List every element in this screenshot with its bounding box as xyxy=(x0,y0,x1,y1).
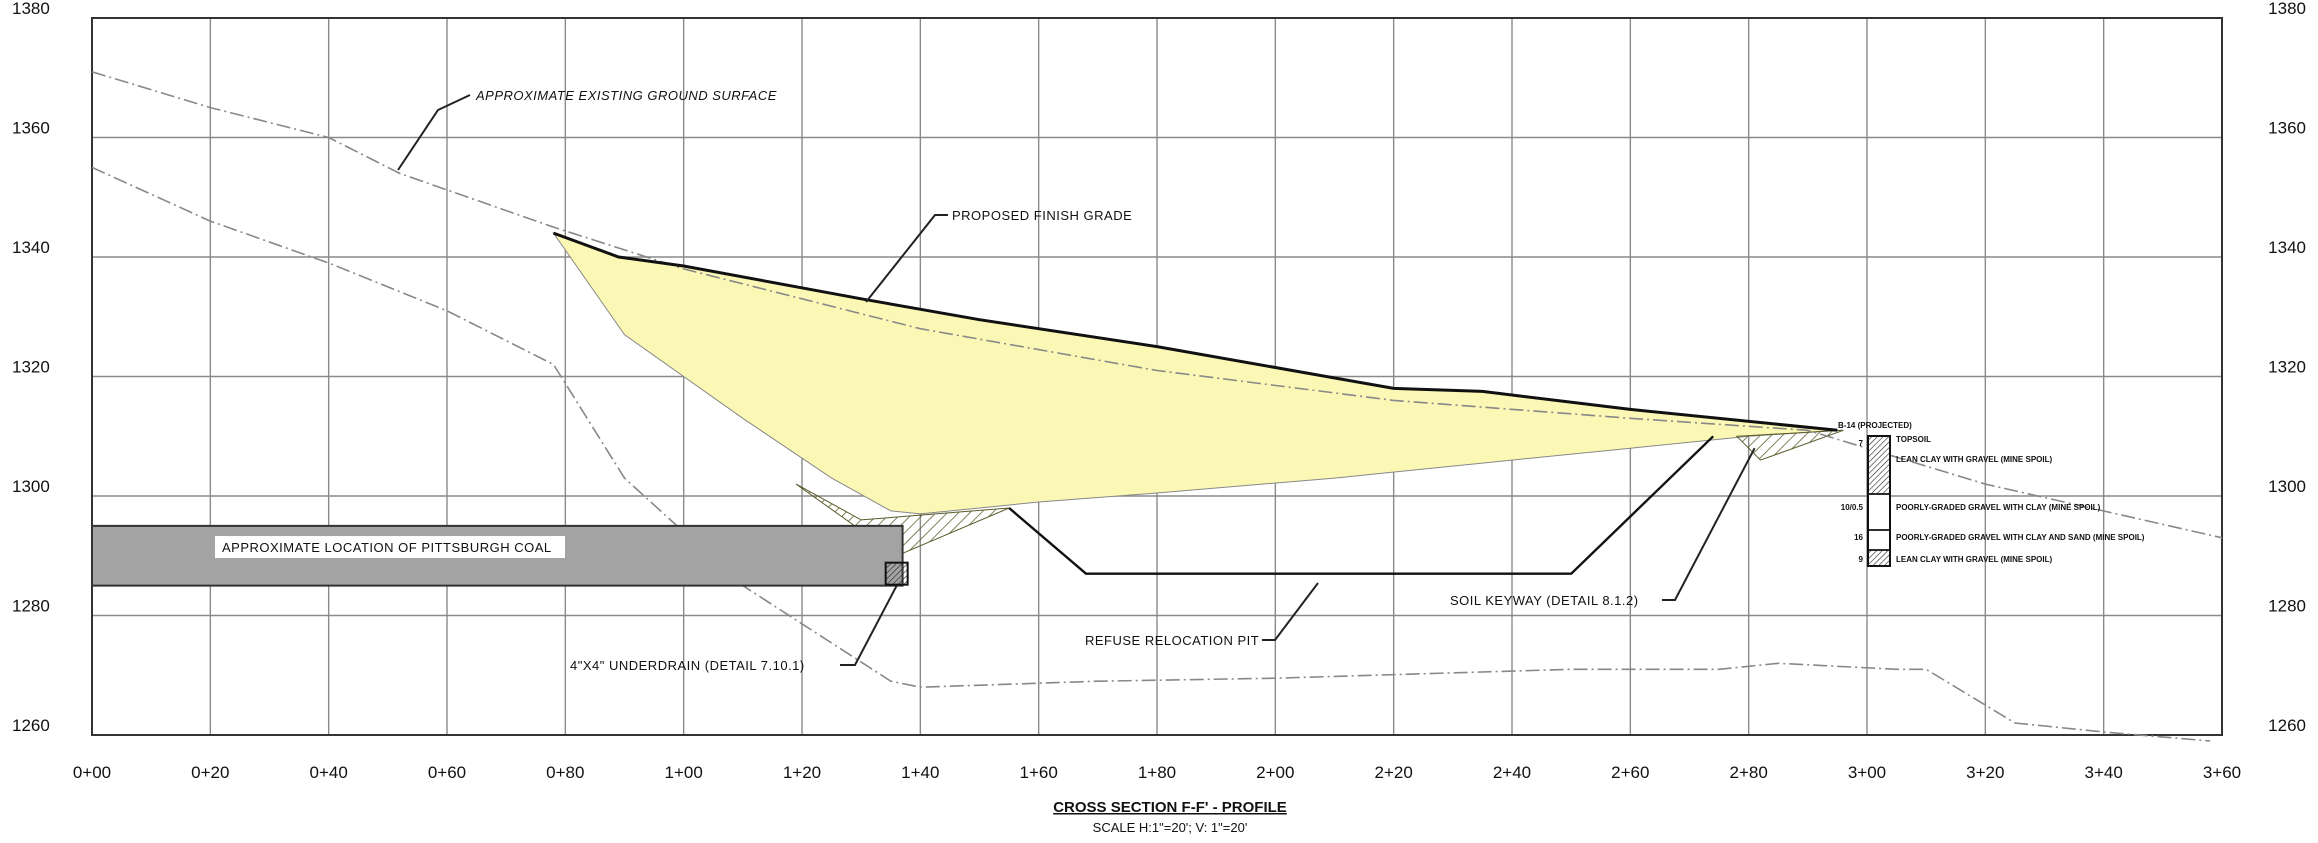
x-tick-label: 0+40 xyxy=(310,763,348,782)
axis-ticks: 0+00 0+20 0+40 0+60 0+80 1+00 1+20 1+40 1+60 1+80… xyxy=(12,0,2306,782)
boring-depth: 7 xyxy=(1859,439,1864,448)
drawing-scale: SCALE H:1"=20'; V: 1"=20' xyxy=(1093,820,1248,835)
x-tick-label: 1+00 xyxy=(665,763,703,782)
finish-grade-line xyxy=(552,231,1838,432)
existing-ground-line xyxy=(91,71,2223,539)
annotations: APPROXIMATE EXISTING GROUND SURFACE PROPO… xyxy=(397,88,1756,673)
boring-layer-text: POORLY-GRADED GRAVEL WITH CLAY AND SAND … xyxy=(1896,533,2145,542)
y-tick-label-right: 1260 xyxy=(2268,716,2306,735)
underdrain-leader xyxy=(840,585,898,666)
coal-label-bg xyxy=(215,536,565,559)
y-tick-label-left: 1360 xyxy=(12,119,50,138)
boring-layer-text: LEAN CLAY WITH GRAVEL (MINE SPOIL) xyxy=(1896,455,2052,464)
x-tick-label: 3+00 xyxy=(1848,763,1886,782)
x-tick-label: 2+20 xyxy=(1375,763,1413,782)
x-tick-label: 3+40 xyxy=(2085,763,2123,782)
coal-seam: APPROXIMATE LOCATION OF PITTSBURGH COAL xyxy=(91,524,909,587)
x-tick-label: 2+00 xyxy=(1256,763,1294,782)
keyway-hatch-right xyxy=(1735,429,1844,461)
boring-depth: 16 xyxy=(1854,533,1863,542)
y-tick-label-left: 1280 xyxy=(12,597,50,616)
boring-layer-text: POORLY-GRADED GRAVEL WITH CLAY (MINE SPO… xyxy=(1896,503,2101,512)
drawing-title: CROSS SECTION F-F' - PROFILE xyxy=(1053,799,1287,816)
y-tick-label-right: 1320 xyxy=(2268,358,2306,377)
y-tick-label-right: 1380 xyxy=(2268,0,2306,18)
soil-keyway-leader xyxy=(1662,447,1756,601)
y-tick-label-right: 1300 xyxy=(2268,477,2306,496)
boring-log: B-14 (PROJECTED) TOPSOIL 7 LEAN CLAY WITH G… xyxy=(1838,421,2145,567)
y-tick-label-left: 1380 xyxy=(12,0,50,18)
boring-layer-lean-clay xyxy=(1867,549,1891,567)
y-tick-label-right: 1280 xyxy=(2268,597,2306,616)
x-tick-label: 1+80 xyxy=(1138,763,1176,782)
x-tick-label: 0+00 xyxy=(73,763,111,782)
finish-grade-leader xyxy=(865,214,948,303)
x-tick-label: 2+60 xyxy=(1611,763,1649,782)
profile-lines xyxy=(91,71,2223,742)
x-tick-label: 0+20 xyxy=(191,763,229,782)
soil-keyway-label: SOIL KEYWAY (DETAIL 8.1.2) xyxy=(1450,593,1639,608)
existing-ground-leader xyxy=(397,94,471,171)
x-tick-label: 3+60 xyxy=(2203,763,2241,782)
x-tick-label: 0+60 xyxy=(428,763,466,782)
x-tick-label: 1+40 xyxy=(901,763,939,782)
underdrain-label: 4"X4" UNDERDRAIN (DETAIL 7.10.1) xyxy=(570,658,805,673)
refuse-pit-leader xyxy=(1262,582,1319,641)
x-tick-label: 1+60 xyxy=(1020,763,1058,782)
fill-area xyxy=(552,232,1838,515)
boring-depth: 9 xyxy=(1859,555,1864,564)
underdrain-symbol xyxy=(884,561,909,586)
boring-label: B-14 (PROJECTED) xyxy=(1838,421,1912,430)
x-tick-label: 1+20 xyxy=(783,763,821,782)
x-tick-label: 0+80 xyxy=(546,763,584,782)
y-tick-label-left: 1320 xyxy=(12,358,50,377)
finish-grade-label: PROPOSED FINISH GRADE xyxy=(952,208,1132,223)
y-tick-label-right: 1360 xyxy=(2268,119,2306,138)
x-tick-label: 2+80 xyxy=(1730,763,1768,782)
x-tick-label: 2+40 xyxy=(1493,763,1531,782)
coal-seam-label: APPROXIMATE LOCATION OF PITTSBURGH COAL xyxy=(222,540,552,555)
boring-depth: 10/0.5 xyxy=(1841,503,1864,512)
plot-frame xyxy=(91,17,2223,736)
y-tick-label-left: 1300 xyxy=(12,477,50,496)
fill-areas xyxy=(552,232,1844,557)
boring-layer-clay xyxy=(1867,435,1891,495)
y-tick-label-left: 1260 xyxy=(12,716,50,735)
y-tick-label-left: 1340 xyxy=(12,238,50,257)
boring-layer-text: TOPSOIL xyxy=(1896,435,1931,444)
x-tick-label: 3+20 xyxy=(1966,763,2004,782)
refuse-pit-label: REFUSE RELOCATION PIT xyxy=(1085,633,1259,648)
refuse-pit-line xyxy=(1008,435,1715,575)
existing-ground-label: APPROXIMATE EXISTING GROUND SURFACE xyxy=(475,88,777,103)
lower-ground-line xyxy=(91,166,2211,742)
y-tick-label-right: 1340 xyxy=(2268,238,2306,257)
boring-layer-text: LEAN CLAY WITH GRAVEL (MINE SPOIL) xyxy=(1896,555,2052,564)
